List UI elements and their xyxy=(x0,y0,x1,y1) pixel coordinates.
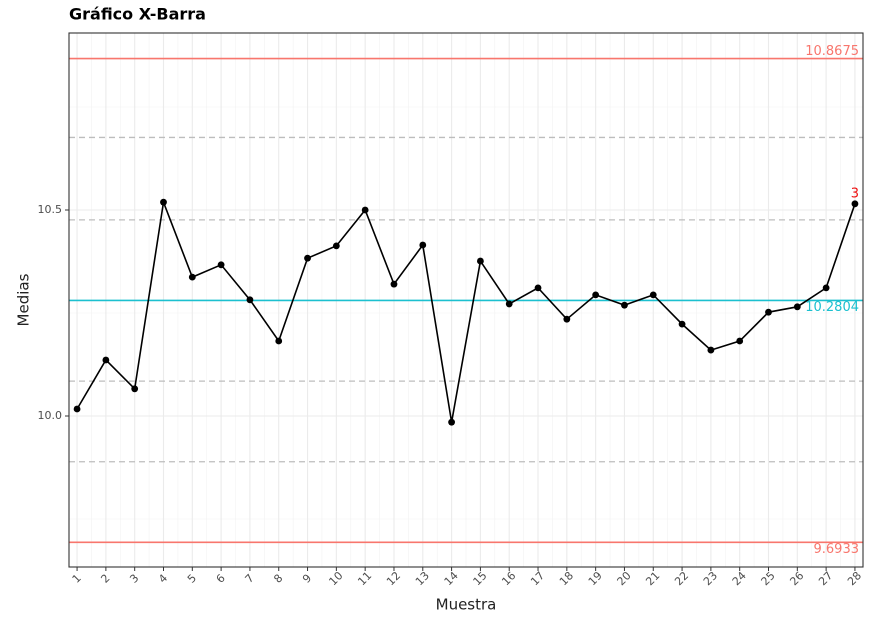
point xyxy=(851,200,859,208)
point xyxy=(390,280,398,288)
x-tick-label: 19 xyxy=(586,569,605,588)
point xyxy=(736,337,744,345)
point xyxy=(621,301,628,309)
x-tick-label: 26 xyxy=(787,569,806,588)
x-tick-label: 8 xyxy=(271,572,285,586)
series-line xyxy=(76,199,856,423)
x-tick-label: 4 xyxy=(156,572,170,586)
point xyxy=(419,241,427,249)
chart-title: Gráfico X-Barra xyxy=(69,5,206,24)
point xyxy=(361,206,369,214)
x-tick-label: 9 xyxy=(300,572,314,586)
point xyxy=(304,254,311,262)
x-tick-label: 21 xyxy=(643,569,662,588)
x-tick-label: 20 xyxy=(615,569,634,588)
point xyxy=(678,320,686,328)
x-axis-label: Muestra xyxy=(436,596,497,614)
annotation: 3 xyxy=(851,186,859,201)
point xyxy=(332,242,340,250)
point xyxy=(448,418,455,426)
x-tick-label: 17 xyxy=(528,569,547,588)
ucl-label: 10.8675 xyxy=(805,44,859,59)
x-tick-label: 5 xyxy=(185,572,199,586)
x-tick-label: 10 xyxy=(326,569,345,588)
point xyxy=(592,291,600,299)
point xyxy=(131,385,139,393)
point xyxy=(160,198,167,206)
point xyxy=(793,303,801,311)
x-tick-label: 13 xyxy=(413,569,432,588)
x-tick-label: 18 xyxy=(557,569,576,588)
x-tick-label: 27 xyxy=(816,569,835,588)
point xyxy=(275,337,283,345)
x-tick-label: 11 xyxy=(355,569,374,588)
cl-label: 10.2804 xyxy=(805,300,859,315)
x-tick-label: 2 xyxy=(98,572,112,586)
x-tick-label: 12 xyxy=(384,569,403,588)
y-tick-label: 10.0 xyxy=(38,409,63,422)
point xyxy=(246,296,254,304)
x-tick-label: 15 xyxy=(471,569,490,588)
x-tick-label: 1 xyxy=(70,572,84,586)
x-tick-label: 22 xyxy=(672,569,691,588)
x-tick-label: 14 xyxy=(442,569,461,588)
point xyxy=(217,261,225,269)
y-tick-label: 10.5 xyxy=(38,203,63,216)
x-tick-label: 24 xyxy=(730,569,749,588)
point xyxy=(822,284,830,292)
plot-border xyxy=(68,32,864,568)
point xyxy=(477,257,484,265)
point xyxy=(649,291,657,299)
point xyxy=(765,308,772,316)
point xyxy=(188,273,196,281)
x-tick-label: 16 xyxy=(499,569,518,588)
lcl-label: 9.6933 xyxy=(814,542,860,557)
point xyxy=(563,315,571,323)
x-tick-label: 25 xyxy=(759,569,778,588)
point xyxy=(534,284,542,292)
point xyxy=(73,405,81,413)
x-tick-label: 23 xyxy=(701,569,720,588)
x-tick-label: 28 xyxy=(845,569,864,588)
y-axis-label: Medias xyxy=(15,273,33,326)
x-tick-label: 6 xyxy=(214,572,228,586)
point xyxy=(505,300,513,308)
x-tick-label: 7 xyxy=(243,572,257,586)
x-tick-label: 3 xyxy=(127,572,141,586)
point xyxy=(102,356,110,364)
point xyxy=(707,346,715,354)
